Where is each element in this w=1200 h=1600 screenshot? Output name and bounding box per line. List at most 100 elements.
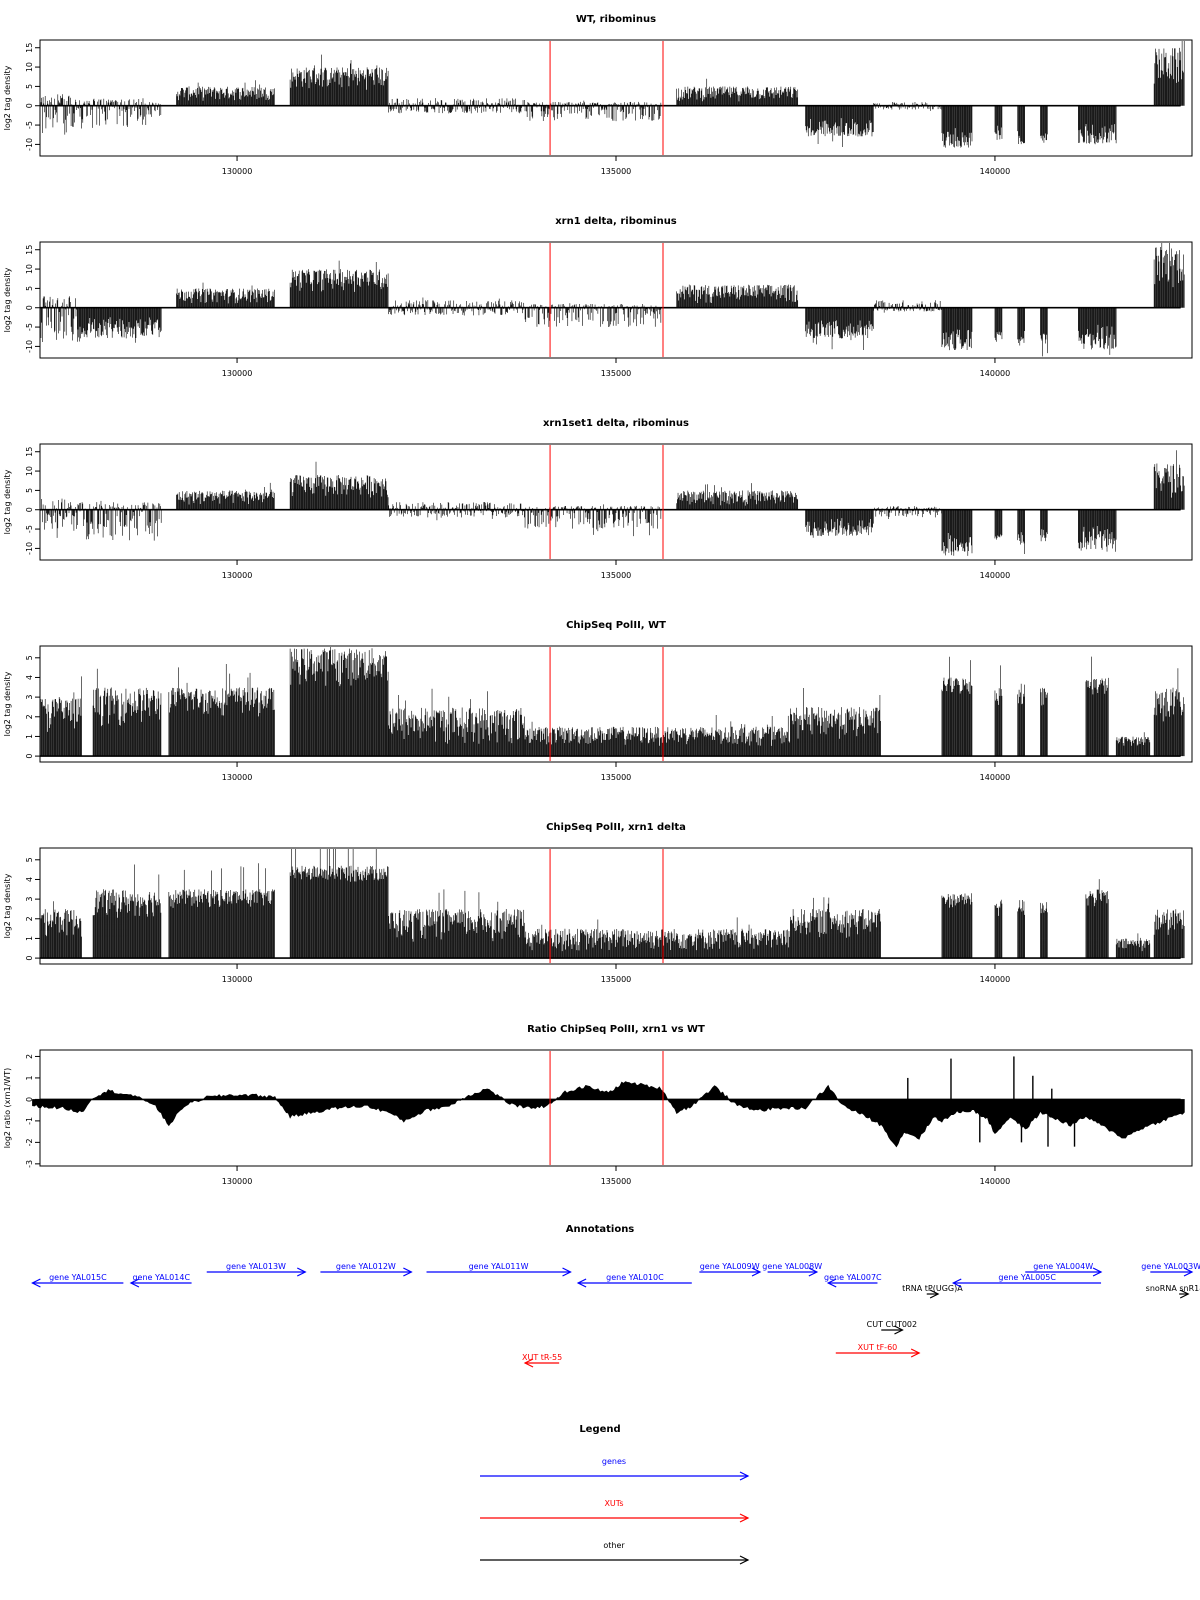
track-panel-6: Ratio ChipSeq PolII, xrn1 vs WT -3 -2 -1 0 1 2… <box>3 1024 1193 1186</box>
y-axis-label: log2 ratio (xrn1/WT) <box>3 1068 12 1149</box>
arrow-head-right-icon <box>808 1267 819 1277</box>
density-bars <box>40 450 1185 556</box>
y-tick-label: -10 <box>25 542 34 555</box>
x-tick-label: 135000 <box>601 571 632 580</box>
arrow-head-right-icon <box>403 1267 413 1277</box>
annotation-feature: gene YAL005C <box>951 1273 1102 1288</box>
feature-label: gene YAL015C <box>49 1273 107 1282</box>
legend-item: genes <box>480 1457 750 1481</box>
y-tick-label: 15 <box>25 43 34 53</box>
arrow-head-right-icon <box>929 1289 940 1299</box>
legend-item: XUTs <box>480 1499 750 1523</box>
y-tick-label: 0 <box>25 305 34 310</box>
arrow-head-right-icon <box>1179 1289 1190 1299</box>
y-tick-label: 10 <box>25 264 34 274</box>
y-tick-label: 3 <box>25 897 34 902</box>
y-tick-label: -10 <box>25 138 34 151</box>
y-tick-label: 0 <box>25 754 34 759</box>
panel-title: WT, ribominus <box>576 14 656 25</box>
signal-data <box>40 647 1185 757</box>
y-tick-label: 2 <box>25 714 34 719</box>
signal-data <box>40 243 1185 357</box>
x-tick-label: 135000 <box>601 975 632 984</box>
y-tick-label: -5 <box>25 121 34 129</box>
x-tick-label: 140000 <box>980 773 1011 782</box>
x-tick-label: 130000 <box>222 167 253 176</box>
feature-label: snoRNA snR18 <box>1146 1284 1200 1293</box>
arrow-head-left-icon <box>523 1358 534 1368</box>
x-tick-label: 130000 <box>222 571 253 580</box>
arrow-head-left-icon <box>31 1278 41 1288</box>
annotation-feature: XUT tR-55 <box>522 1353 562 1368</box>
feature-label: gene YAL014C <box>132 1273 190 1282</box>
y-tick-label: -5 <box>25 525 34 533</box>
y-tick-label: -3 <box>25 1160 34 1168</box>
signal-data <box>40 849 1185 959</box>
y-tick-label: 1 <box>25 1075 34 1080</box>
arrow-head-right-icon <box>1183 1267 1194 1277</box>
y-tick-label: 0 <box>25 956 34 961</box>
arrow-head-right-icon <box>562 1267 572 1277</box>
arrow-head-right-icon <box>1092 1267 1103 1277</box>
density-bars <box>40 243 1185 357</box>
y-tick-label: 5 <box>25 84 34 89</box>
y-tick-label: 4 <box>25 877 34 882</box>
feature-label: gene YAL009W <box>700 1262 760 1271</box>
y-axis-label: log2 tag density <box>3 671 12 736</box>
track-panel-4: ChipSeq PolII, WT 0 1 2 3 4 5 log2 tag density 1… <box>3 620 1193 782</box>
arrow-head-left-icon <box>951 1278 962 1288</box>
y-tick-label: 15 <box>25 447 34 457</box>
annotations-title: Annotations <box>566 1224 635 1235</box>
annotation-feature: gene YAL009W <box>699 1262 762 1277</box>
feature-label: gene YAL005C <box>998 1273 1056 1282</box>
annotation-feature: gene YAL004W <box>1025 1262 1103 1277</box>
legend-panel: Legend genes XUTs other <box>480 1424 750 1565</box>
annotation-feature: gene YAL008W <box>762 1262 822 1277</box>
annotation-feature: snoRNA snR18 <box>1146 1284 1200 1299</box>
arrow-head-right-icon <box>894 1325 904 1335</box>
x-tick-label: 140000 <box>980 167 1011 176</box>
feature-label: XUT tR-55 <box>522 1353 562 1362</box>
y-tick-label: 5 <box>25 286 34 291</box>
panel-title: Ratio ChipSeq PolII, xrn1 vs WT <box>527 1024 705 1035</box>
arrow-head-left-icon <box>576 1278 587 1288</box>
density-bars <box>40 647 1185 757</box>
y-tick-label: 0 <box>25 103 34 108</box>
plot-frame <box>39 241 1193 359</box>
annotation-feature: XUT tF-60 <box>835 1343 921 1358</box>
feature-label: gene YAL010C <box>606 1273 664 1282</box>
y-tick-label: 5 <box>25 655 34 660</box>
panel-title: ChipSeq PolII, xrn1 delta <box>546 822 686 833</box>
track-panel-3: xrn1set1 delta, ribominus -10 -5 0 5 10 15 log2… <box>3 418 1193 580</box>
annotation-feature: gene YAL015C <box>31 1273 124 1288</box>
ratio-area <box>32 1081 1185 1148</box>
annotation-feature: gene YAL010C <box>576 1273 692 1288</box>
y-axis-label: log2 tag density <box>3 469 12 534</box>
density-bars <box>40 41 1185 148</box>
feature-label: gene YAL007C <box>824 1273 882 1282</box>
feature-label: XUT tF-60 <box>858 1343 898 1352</box>
y-axis-label: log2 tag density <box>3 65 12 130</box>
x-tick-label: 140000 <box>980 571 1011 580</box>
arrow-head-left-icon <box>826 1278 837 1288</box>
x-tick-label: 140000 <box>980 975 1011 984</box>
legend-arrow-icon <box>739 1513 750 1523</box>
feature-label: gene YAL004W <box>1033 1262 1093 1271</box>
y-axis-label: log2 tag density <box>3 267 12 332</box>
panel-title: xrn1set1 delta, ribominus <box>543 418 689 429</box>
annotation-feature: tRNA tP(UGG)A <box>902 1284 963 1299</box>
annotation-feature: gene YAL011W <box>426 1262 572 1277</box>
feature-label: tRNA tP(UGG)A <box>902 1284 963 1293</box>
signal-data <box>40 41 1185 148</box>
arrow-head-right-icon <box>910 1348 921 1358</box>
y-tick-label: -2 <box>25 1138 34 1146</box>
y-tick-label: -1 <box>25 1117 34 1125</box>
legend-item: other <box>480 1541 750 1565</box>
arrow-head-right-icon <box>751 1267 762 1277</box>
y-tick-label: 1 <box>25 734 34 739</box>
y-tick-label: 5 <box>25 488 34 493</box>
y-tick-label: 0 <box>25 507 34 512</box>
panel-title: xrn1 delta, ribominus <box>555 216 677 227</box>
feature-label: gene YAL013W <box>226 1262 286 1271</box>
